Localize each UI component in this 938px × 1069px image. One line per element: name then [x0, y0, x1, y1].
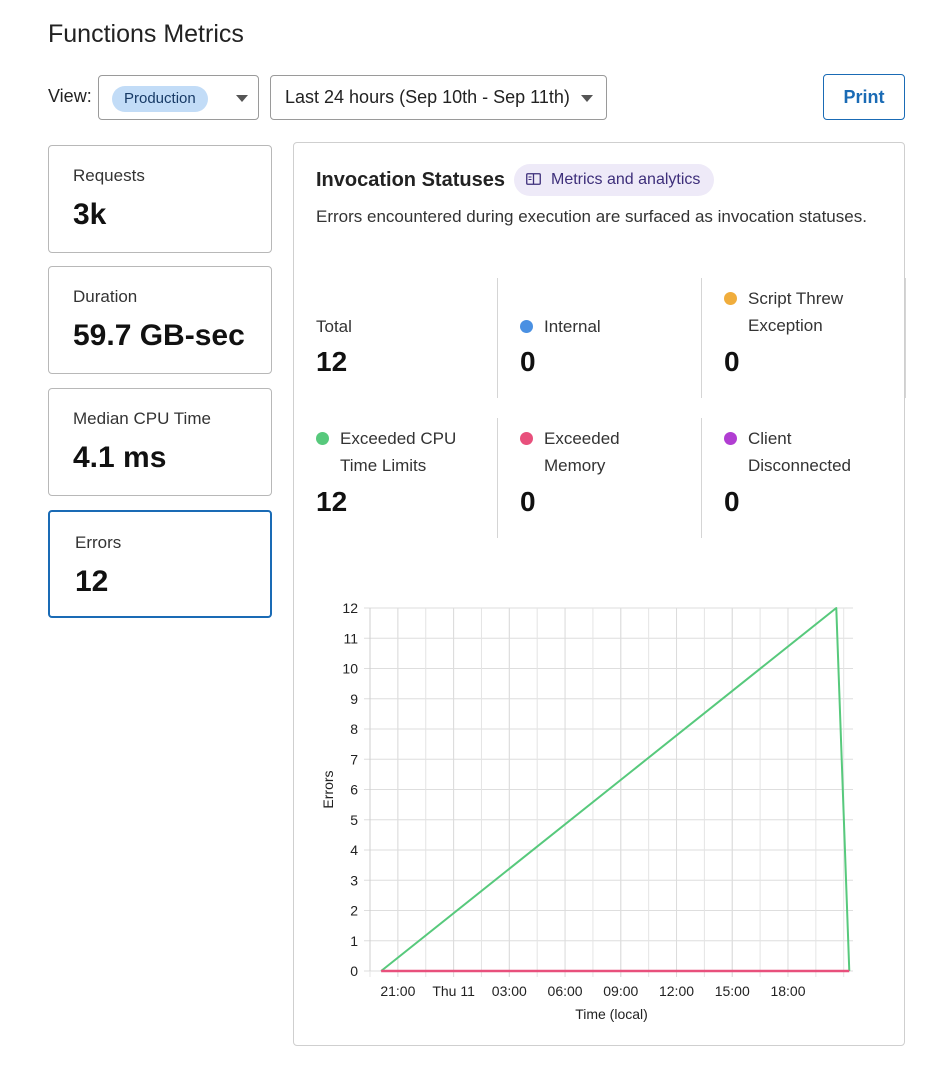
status-count: 0 — [520, 486, 536, 517]
environment-chip: Production — [112, 86, 208, 112]
y-tick-label: 11 — [343, 630, 358, 646]
status-count: 0 — [520, 346, 536, 377]
stat-label: Requests — [73, 166, 145, 185]
stat-card-requests[interactable]: Requests 3k — [48, 145, 272, 253]
x-tick-label: 12:00 — [659, 983, 694, 999]
status-dot — [724, 292, 737, 305]
status-dot — [520, 320, 533, 333]
print-button[interactable]: Print — [823, 74, 905, 120]
stat-value: 12 — [75, 565, 109, 598]
stat-value: 4.1 ms — [73, 441, 167, 474]
x-axis-title: Time (local) — [575, 1006, 648, 1022]
stat-label: Errors — [75, 533, 122, 552]
y-tick-label: 4 — [350, 842, 358, 858]
x-tick-label: 06:00 — [548, 983, 583, 999]
stat-card-duration[interactable]: Duration 59.7 GB-sec — [48, 266, 272, 374]
chevron-down-icon — [581, 95, 593, 102]
x-tick-label: 15:00 — [715, 983, 750, 999]
status-name: Exceeded CPU Time Limits — [316, 425, 492, 479]
chevron-down-icon — [236, 95, 248, 102]
y-tick-label: 1 — [350, 933, 358, 949]
status-dot — [316, 432, 329, 445]
stat-card-errors[interactable]: Errors 12 — [48, 510, 272, 618]
x-tick-label: 21:00 — [380, 983, 415, 999]
y-axis-title: Errors — [320, 770, 336, 808]
environment-select[interactable]: Production — [98, 75, 259, 120]
x-tick-label: 03:00 — [492, 983, 527, 999]
y-tick-label: 0 — [350, 963, 358, 979]
status-count: 12 — [316, 486, 348, 517]
page-title: Functions Metrics — [48, 20, 244, 48]
status-name: Client Disconnected — [724, 425, 884, 479]
status-name: Exceeded Memory — [520, 425, 660, 479]
status-dot — [520, 432, 533, 445]
status-total: Total 12 — [294, 278, 498, 398]
status-count: 0 — [724, 346, 740, 377]
status-exceeded-cpu-time-limits: Exceeded CPU Time Limits 12 — [294, 418, 498, 538]
status-name: Internal — [520, 313, 601, 340]
stat-card-median-cpu-time[interactable]: Median CPU Time 4.1 ms — [48, 388, 272, 496]
time-range-value: Last 24 hours (Sep 10th - Sep 11th) — [285, 87, 570, 107]
stat-value: 3k — [73, 198, 107, 231]
y-tick-label: 2 — [350, 903, 358, 919]
x-tick-label: 09:00 — [603, 983, 638, 999]
y-tick-label: 3 — [350, 872, 358, 888]
y-tick-label: 10 — [342, 661, 358, 677]
view-label: View: — [48, 86, 92, 106]
metrics-docs-link-label: Metrics and analytics — [551, 171, 701, 188]
status-exceeded-memory: Exceeded Memory 0 — [498, 418, 702, 538]
time-range-select[interactable]: Last 24 hours (Sep 10th - Sep 11th) — [270, 75, 607, 120]
y-tick-label: 5 — [350, 812, 358, 828]
panel-description: Errors encountered during execution are … — [316, 207, 867, 226]
status-script-threw-exception: Script Threw Exception 0 — [702, 278, 906, 398]
status-name: Script Threw Exception — [724, 285, 884, 339]
y-tick-label: 7 — [350, 751, 358, 767]
y-tick-label: 9 — [350, 691, 358, 707]
metrics-docs-link[interactable]: Metrics and analytics — [514, 164, 715, 196]
y-tick-label: 12 — [342, 600, 358, 616]
status-count: 0 — [724, 486, 740, 517]
status-internal: Internal 0 — [498, 278, 702, 398]
invocation-statuses-panel: Invocation Statuses Metrics and analytic… — [293, 142, 906, 1046]
panel-title: Invocation Statuses — [316, 169, 505, 191]
stat-value: 59.7 GB-sec — [73, 319, 245, 352]
status-name: Total — [316, 317, 352, 336]
status-client-disconnected: Client Disconnected 0 — [702, 418, 906, 538]
status-count: 12 — [316, 346, 348, 377]
y-tick-label: 8 — [350, 721, 358, 737]
x-tick-label: 18:00 — [770, 983, 805, 999]
book-icon — [526, 173, 541, 185]
x-tick-label: Thu 11 — [432, 983, 475, 999]
stat-label: Duration — [73, 287, 138, 306]
y-tick-label: 6 — [350, 782, 358, 798]
status-dot — [724, 432, 737, 445]
stat-label: Median CPU Time — [73, 409, 211, 428]
series-line — [380, 607, 851, 972]
